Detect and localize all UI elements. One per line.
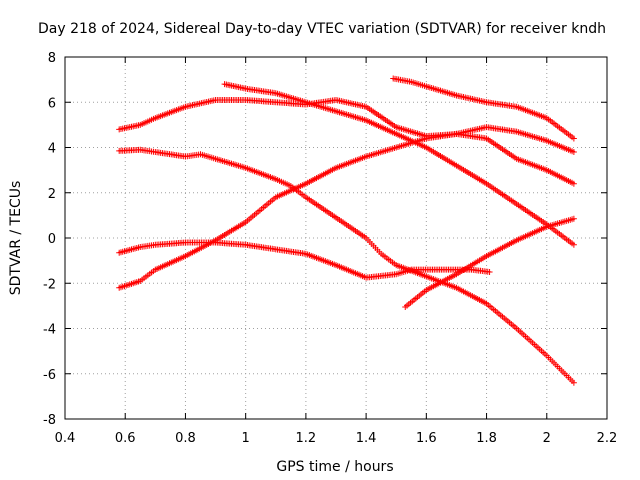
data-point <box>570 241 577 248</box>
x-tick-label: 1.4 <box>356 431 377 446</box>
y-tick-label: -2 <box>43 277 56 292</box>
y-tick-label: 4 <box>48 142 56 157</box>
x-tick-label: 1.2 <box>296 431 317 446</box>
y-tick-label: 0 <box>48 232 56 247</box>
series-sat-g <box>402 215 577 311</box>
y-tick-label: -6 <box>43 368 56 383</box>
data-point <box>486 268 493 275</box>
axis-ticks: 0.4 0.6 0.8 1 1.2 1.4 1.6 1.8 2 2.2 -8 -6 -4 -2 0 2 4 6 8 <box>43 51 617 446</box>
data-points <box>116 75 577 386</box>
y-tick-label: 6 <box>48 96 56 111</box>
data-point <box>570 135 577 142</box>
x-tick-label: 0.8 <box>175 431 196 446</box>
series-sat-c <box>116 130 577 291</box>
series-sat-e <box>221 81 577 248</box>
data-point <box>570 149 577 156</box>
x-tick-label: 2 <box>543 431 551 446</box>
series-sat-b <box>116 146 577 386</box>
y-tick-label: 8 <box>48 51 56 66</box>
x-tick-label: 1.8 <box>476 431 497 446</box>
y-tick-label: -8 <box>43 413 56 428</box>
x-tick-label: 0.4 <box>55 431 76 446</box>
data-point <box>570 180 577 187</box>
x-tick-label: 1 <box>242 431 250 446</box>
series-sat-f <box>390 75 577 142</box>
x-axis-label: GPS time / hours <box>276 459 393 475</box>
series-sat-d <box>116 239 493 281</box>
x-tick-label: 1.6 <box>416 431 437 446</box>
data-point <box>570 215 577 222</box>
y-tick-label: -4 <box>43 323 56 338</box>
y-axis-label: SDTVAR / TECUs <box>8 181 24 296</box>
x-tick-label: 2.2 <box>597 431 618 446</box>
x-tick-label: 0.6 <box>115 431 136 446</box>
y-tick-label: 2 <box>48 187 56 202</box>
chart-title: Day 218 of 2024, Sidereal Day-to-day VTE… <box>38 21 606 37</box>
data-point <box>570 379 577 386</box>
